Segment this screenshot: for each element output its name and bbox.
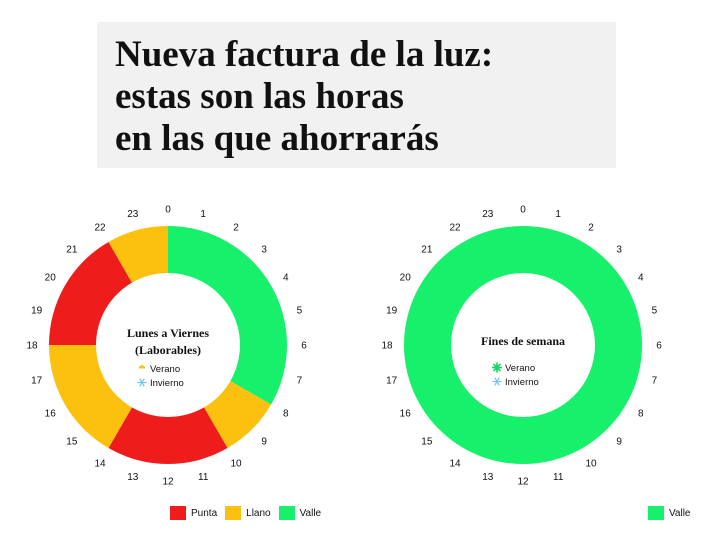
hour-label: 3 [261, 244, 267, 255]
hour-label: 23 [482, 209, 494, 220]
segment-llano-5 [108, 226, 168, 283]
sun-icon [138, 365, 146, 373]
legend-swatch-valle [648, 506, 664, 520]
hour-label: 6 [301, 341, 307, 352]
center-subtitle: (Laborables) [135, 343, 201, 357]
headline-line-3: en las que ahorrarás [115, 118, 439, 159]
hour-label: 2 [588, 223, 594, 234]
segment-valle-0 [168, 226, 287, 405]
hour-label: 19 [386, 305, 398, 316]
hour-label: 17 [31, 376, 43, 387]
headline-line-2: estas son las horas [115, 76, 404, 117]
weekend-donut-chart: 0 1234567891011121314151617181920212223Fi… [381, 205, 662, 488]
hour-label: 20 [400, 273, 412, 284]
hour-label: 7 [297, 376, 303, 387]
legend-label-valle: Valle [299, 507, 322, 519]
hour-label: 23 [127, 209, 139, 220]
hour-label: 2 [233, 223, 239, 234]
segment-llano-1 [204, 381, 272, 449]
season-label-verano: Verano [150, 364, 180, 375]
snowflake-icon [137, 378, 147, 387]
hour-label: 15 [421, 437, 433, 448]
hour-label: 0 [520, 205, 526, 216]
hour-label: 21 [66, 244, 78, 255]
hour-label: 19 [31, 305, 43, 316]
legend-swatch-valle [278, 506, 295, 520]
legend-label-llano: Llano [246, 507, 271, 519]
season-label-invierno: Invierno [150, 378, 184, 389]
sun-icon [492, 362, 502, 373]
legend-item-punta: Punta [170, 506, 217, 520]
season-label-invierno: Invierno [505, 377, 539, 388]
legend-item-llano: Llano [225, 506, 271, 520]
title-box: Nueva factura de la luz: estas son las h… [97, 22, 616, 168]
legend-swatch-llano [225, 506, 242, 520]
hour-label: 12 [517, 477, 529, 488]
legend-item-valle: Valle [278, 506, 322, 520]
headline-line-1: Nueva factura de la luz: [115, 34, 494, 75]
hour-label: 15 [66, 437, 78, 448]
weekend-legend: Valle [648, 506, 699, 520]
hour-label: 8 [638, 409, 644, 420]
hour-label: 20 [45, 273, 57, 284]
hour-label: 13 [127, 472, 139, 483]
hour-label: 22 [94, 223, 106, 234]
hour-label: 1 [555, 209, 561, 220]
weekday-donut-chart: 0 1234567891011121314151617181920212223Lu… [26, 205, 307, 488]
hour-label: 7 [652, 376, 658, 387]
hour-label: 18 [381, 341, 393, 352]
hour-label: 13 [482, 472, 494, 483]
segment-valle-0 [404, 226, 642, 464]
legend-label-punta: Punta [191, 507, 218, 519]
legend-swatch-punta [170, 506, 186, 520]
segment-punta-2 [108, 407, 228, 464]
center-title: Lunes a Viernes [127, 326, 209, 340]
hour-label: 1 [200, 209, 206, 220]
season-label-verano: Verano [505, 363, 535, 374]
hour-label: 14 [449, 458, 461, 469]
hour-label: 11 [198, 472, 209, 483]
center-title: Fines de semana [481, 334, 565, 348]
hour-label: 4 [283, 273, 289, 284]
hour-label: 18 [26, 341, 38, 352]
hour-label: 3 [616, 244, 622, 255]
hour-label: 21 [421, 244, 433, 255]
hour-label: 16 [400, 409, 412, 420]
hour-label: 9 [616, 437, 622, 448]
hour-label: 22 [449, 223, 461, 234]
hour-label: 5 [297, 305, 303, 316]
hour-label: 4 [638, 273, 644, 284]
weekday-legend: Punta Llano Valle [170, 506, 329, 520]
legend-item-valle: Valle [648, 506, 691, 520]
snowflake-icon [492, 377, 502, 386]
hour-label: 9 [261, 437, 267, 448]
hour-label: 14 [94, 458, 106, 469]
hour-label: 17 [386, 376, 398, 387]
segment-llano-3 [49, 345, 132, 449]
segment-punta-4 [49, 241, 132, 345]
hour-label: 0 [165, 205, 171, 216]
hour-label: 10 [585, 458, 597, 469]
legend-label-valle: Valle [669, 507, 691, 519]
hour-label: 6 [656, 341, 662, 352]
hour-label: 16 [45, 409, 57, 420]
hour-label: 12 [162, 477, 174, 488]
hour-label: 10 [230, 458, 242, 469]
hour-label: 8 [283, 409, 289, 420]
hour-label: 11 [553, 472, 564, 483]
hour-label: 5 [652, 305, 658, 316]
